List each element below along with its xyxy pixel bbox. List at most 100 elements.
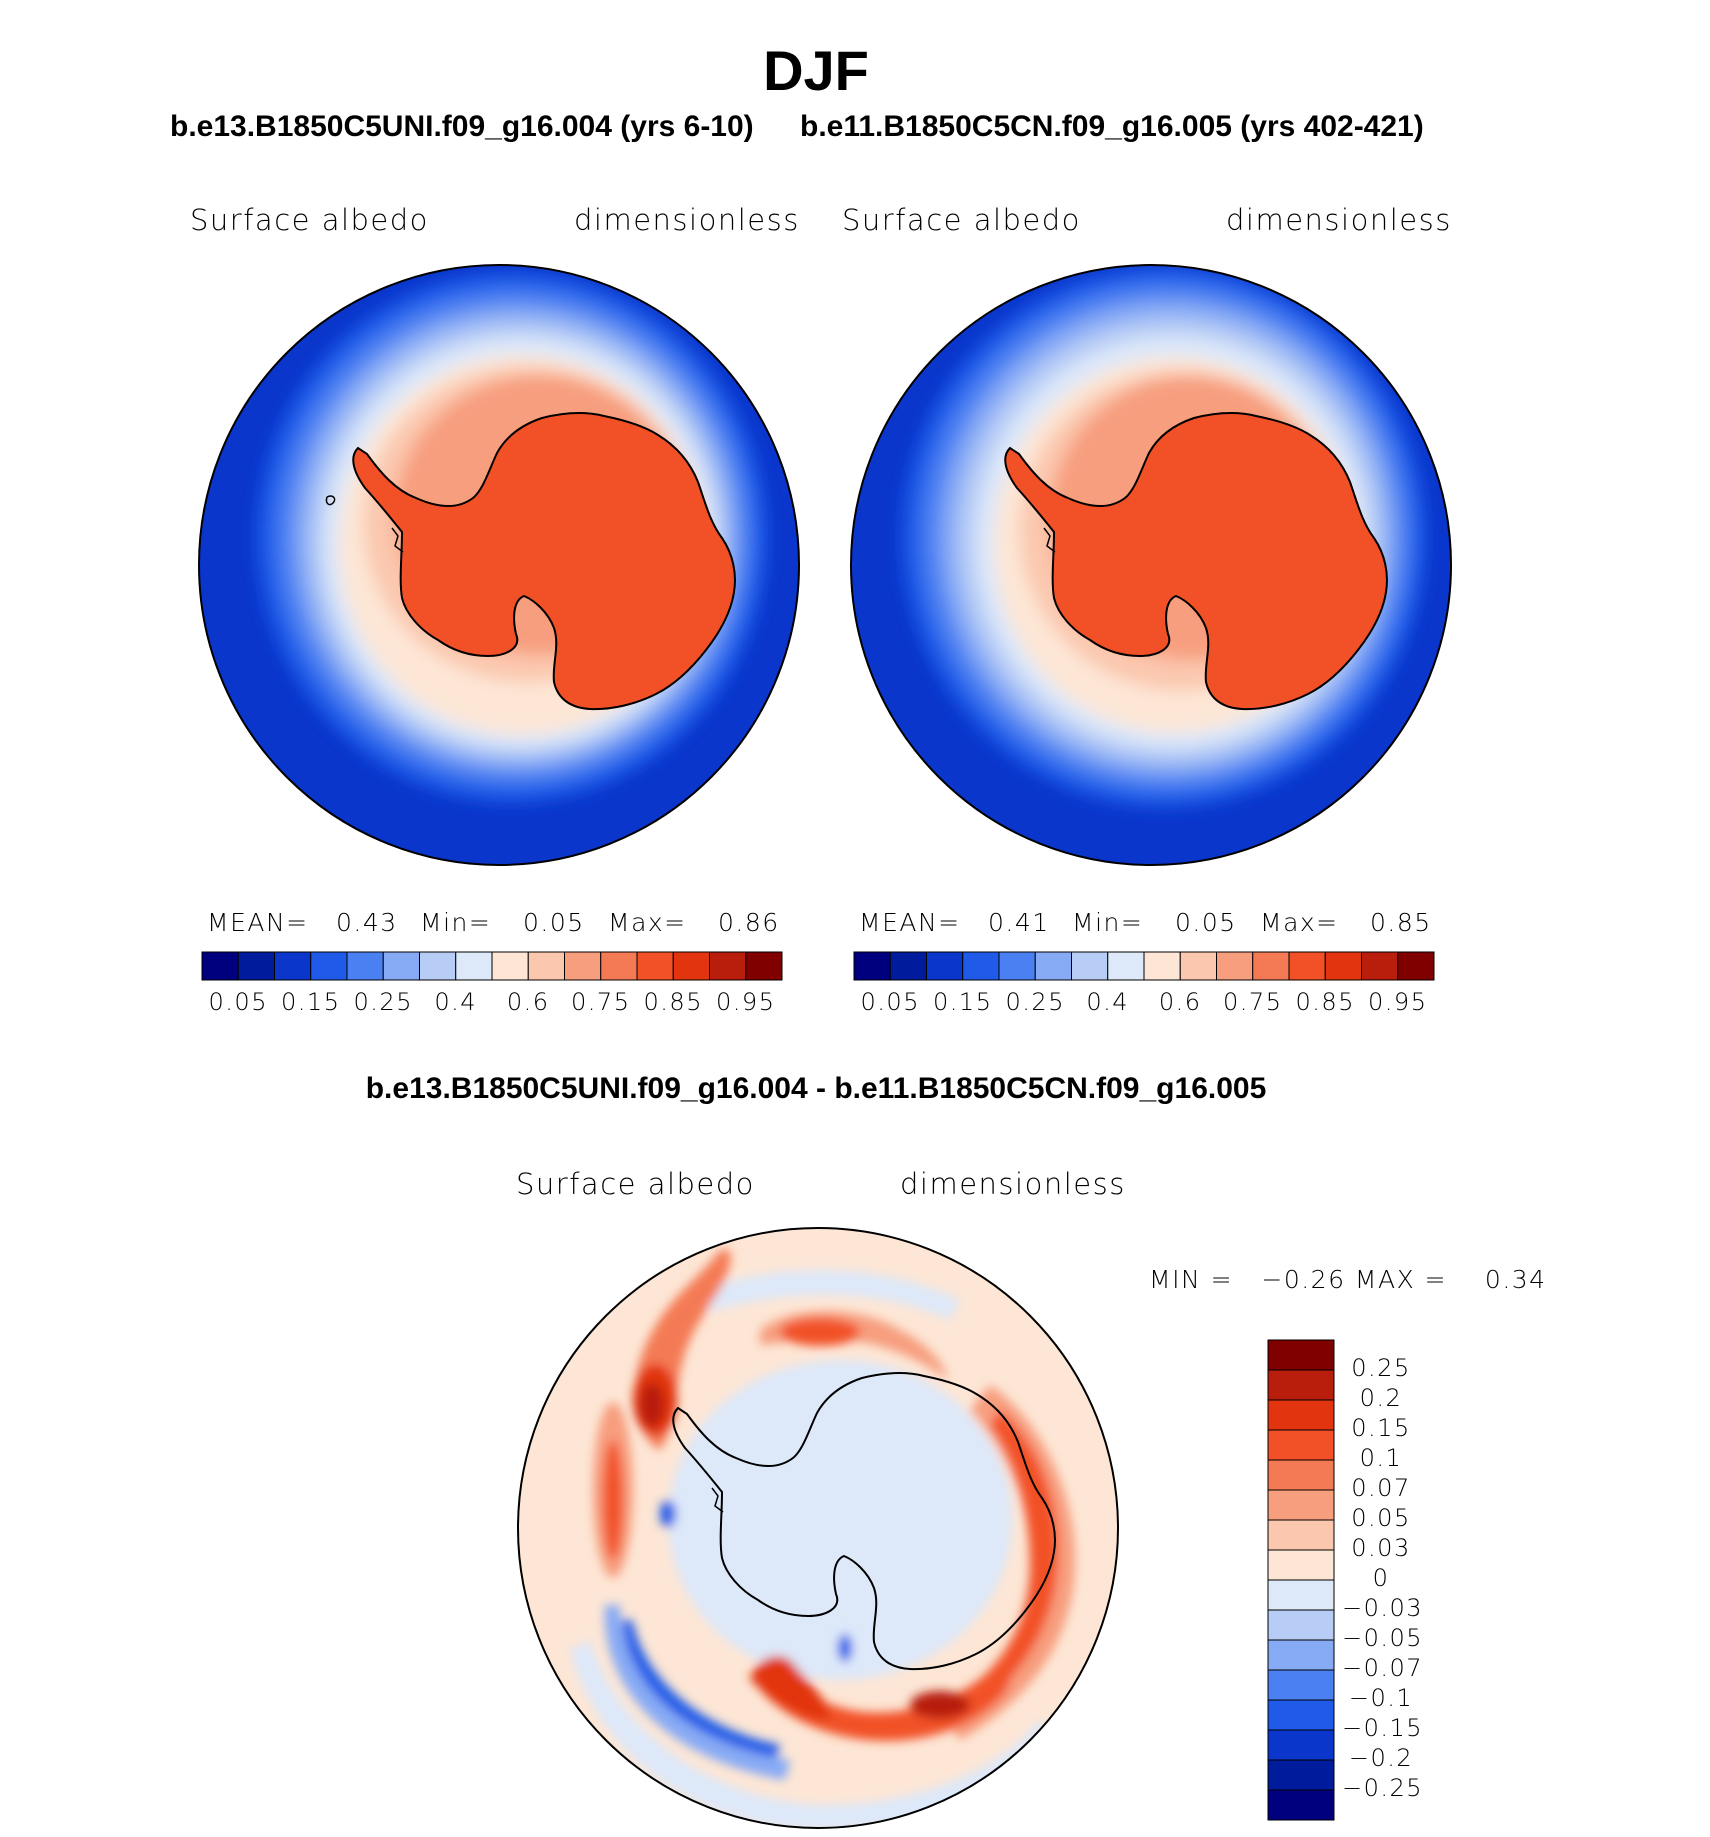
panel1-colorbar-cell	[419, 951, 457, 981]
difference-colorbar-cell	[1267, 1339, 1335, 1371]
panel2-min-value: 0.05	[1175, 908, 1237, 937]
panel2-max-value: 0.85	[1370, 908, 1432, 937]
panel1-colorbar-cell	[346, 951, 384, 981]
panel1-colorbar-cell	[274, 951, 312, 981]
panel2-colorbar-cell	[1361, 951, 1399, 981]
difference-colorbar-tick-label: −0.15	[1342, 1714, 1424, 1742]
panel2-colorbar-cell	[1071, 951, 1109, 981]
difference-colorbar-cell	[1267, 1609, 1335, 1641]
panel2-units-label: dimensionless	[1226, 203, 1452, 237]
difference-colorbar-tick-label: −0.1	[1348, 1684, 1414, 1712]
panel2-mean-value: 0.41	[988, 908, 1050, 937]
panel1-colorbar-cell	[527, 951, 565, 981]
panel1-colorbar	[201, 951, 783, 981]
difference-colorbar-tick-label: 0.15	[1351, 1414, 1411, 1442]
panel1-colorbar-cell	[672, 951, 710, 981]
panel2-colorbar-cell	[1216, 951, 1254, 981]
panel1-colorbar-tick-label: 0.15	[281, 988, 341, 1016]
difference-colorbar-cell	[1267, 1729, 1335, 1761]
panel2-colorbar-cell	[1034, 951, 1072, 981]
panel1-colorbar-cell	[382, 951, 420, 981]
difference-minmax: MIN = −0.26 MAX = 0.34	[1149, 1265, 1547, 1294]
panel1-colorbar-tick-label: 0.05	[208, 988, 268, 1016]
panel2-colorbar-cell	[1288, 951, 1326, 981]
panel2-colorbar-tick-label: 0.15	[933, 988, 993, 1016]
panel1-colorbar-cell	[745, 951, 783, 981]
panel2-colorbar-cell	[1107, 951, 1145, 981]
panel1-colorbar-cell	[564, 951, 602, 981]
difference-map	[517, 1227, 1119, 1829]
panel2-colorbar-cell	[853, 951, 891, 981]
difference-colorbar-tick-label: 0.1	[1359, 1444, 1403, 1472]
panel2-colorbar-tick-label: 0.95	[1368, 988, 1428, 1016]
panel1-units-label: dimensionless	[574, 203, 800, 237]
panel2-colorbar-cell	[962, 951, 1000, 981]
panel1-mean-value: 0.43	[336, 908, 398, 937]
panel2-colorbar-tick-label: 0.6	[1158, 988, 1202, 1016]
difference-variable-label: Surface albedo	[516, 1167, 755, 1201]
difference-colorbar-cell	[1267, 1519, 1335, 1551]
panel2-colorbar-cell	[1252, 951, 1290, 981]
difference-colorbar-cell	[1267, 1789, 1335, 1821]
panel2-colorbar-cell	[1143, 951, 1181, 981]
panel2-colorbar-cell	[889, 951, 927, 981]
panel2-colorbar-tick-label: 0.25	[1005, 988, 1065, 1016]
difference-colorbar-cell	[1267, 1489, 1335, 1521]
panel1-max-label: Max=	[608, 908, 687, 937]
panel1-min-value: 0.05	[523, 908, 585, 937]
panel1-case-title: b.e13.B1850C5UNI.f09_g16.004 (yrs 6-10)	[170, 110, 754, 143]
difference-colorbar-cell	[1267, 1639, 1335, 1671]
difference-colorbar-cell	[1267, 1699, 1335, 1731]
panel2-colorbar-cell	[926, 951, 964, 981]
panel1-colorbar-cell	[455, 951, 493, 981]
panel1-colorbar-tick-label: 0.6	[506, 988, 550, 1016]
difference-colorbar-tick-label: 0.07	[1351, 1474, 1411, 1502]
difference-colorbar-tick-label: 0.2	[1359, 1384, 1403, 1412]
panel2-colorbar	[853, 951, 1435, 981]
main-title: DJF	[763, 39, 869, 102]
panel1-colorbar-cell	[237, 951, 275, 981]
panel1-colorbar-cell	[709, 951, 747, 981]
difference-colorbar-tick-label: 0.25	[1351, 1354, 1411, 1382]
panel2-min-label: Min=	[1072, 908, 1144, 937]
panel2-colorbar-tick-label: 0.05	[860, 988, 920, 1016]
panel2-variable-label: Surface albedo	[842, 203, 1081, 237]
panel1-map	[198, 264, 800, 866]
panel2-colorbar-cell	[1179, 951, 1217, 981]
panel2-mean-label: MEAN=	[859, 908, 961, 937]
panel2-colorbar-cell	[998, 951, 1036, 981]
panel2-colorbar-cell	[1324, 951, 1362, 981]
difference-colorbar-cell	[1267, 1759, 1335, 1791]
difference-colorbar-cell	[1267, 1669, 1335, 1701]
difference-colorbar-cell	[1267, 1579, 1335, 1611]
panel2-colorbar-tick-label: 0.75	[1223, 988, 1283, 1016]
panel1-colorbar-cell	[491, 951, 529, 981]
panel2-max-label: Max=	[1260, 908, 1339, 937]
panel1-variable-label: Surface albedo	[190, 203, 429, 237]
panel1-colorbar-tick-label: 0.85	[643, 988, 703, 1016]
difference-colorbar-tick-label: −0.03	[1342, 1594, 1424, 1622]
panel2-colorbar-tick-label: 0.4	[1086, 988, 1130, 1016]
panel2-map	[850, 264, 1452, 866]
difference-colorbar-tick-label: −0.25	[1342, 1774, 1424, 1802]
difference-colorbar-cell	[1267, 1399, 1335, 1431]
panel1-colorbar-cell	[636, 951, 674, 981]
panel2-case-title: b.e11.B1850C5CN.f09_g16.005 (yrs 402-421…	[800, 110, 1424, 143]
panel1-colorbar-cell	[310, 951, 348, 981]
panel1-min-label: Min=	[420, 908, 492, 937]
panel1-colorbar-cell	[201, 951, 239, 981]
difference-colorbar-cell	[1267, 1369, 1335, 1401]
panel1-colorbar-cell	[600, 951, 638, 981]
panel1-mean-label: MEAN=	[207, 908, 309, 937]
difference-units-label: dimensionless	[900, 1167, 1126, 1201]
difference-colorbar-tick-label: 0	[1372, 1564, 1390, 1592]
panel1-max-value: 0.86	[718, 908, 780, 937]
panel2-colorbar-cell	[1397, 951, 1435, 981]
difference-colorbar-tick-label: 0.03	[1351, 1534, 1411, 1562]
difference-colorbar-tick-label: 0.05	[1351, 1504, 1411, 1532]
difference-title: b.e13.B1850C5UNI.f09_g16.004 - b.e11.B18…	[365, 1072, 1267, 1105]
difference-colorbar	[1267, 1339, 1335, 1821]
panel1-colorbar-tick-label: 0.75	[571, 988, 631, 1016]
difference-colorbar-cell	[1267, 1549, 1335, 1581]
